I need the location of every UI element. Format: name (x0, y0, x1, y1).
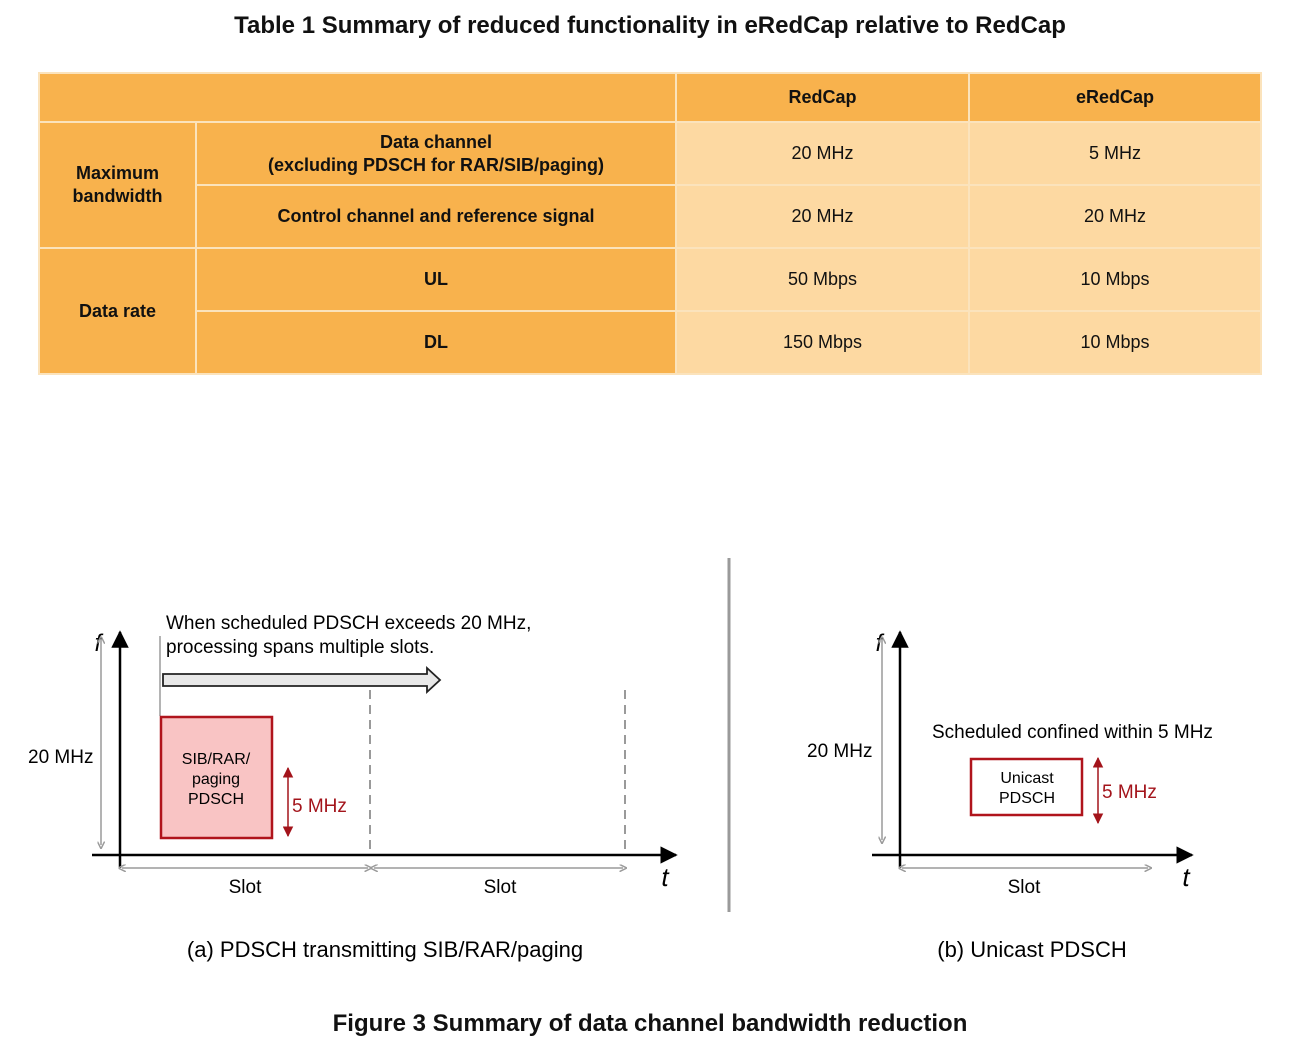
cell-eredcap: 10 Mbps (968, 310, 1262, 375)
cell-redcap: 20 MHz (675, 184, 970, 249)
multi-slot-arrow (162, 665, 442, 695)
slot-label-b: Slot (1008, 877, 1041, 898)
sib-rar-paging-pdsch-box (159, 715, 274, 840)
caption-b: (b) Unicast PDSCH (937, 937, 1126, 962)
cell-redcap: 50 Mbps (675, 247, 970, 312)
box-a-line2: paging (192, 771, 240, 788)
bandwidth-20mhz-label-a: 20 MHz (28, 747, 93, 768)
col-header-redcap: RedCap (675, 72, 970, 123)
row-label-control-channel: Control channel and reference signal (195, 184, 677, 249)
row-label-data-channel-line2: (excluding PDSCH for RAR/SIB/paging) (267, 154, 604, 175)
col-header-eredcap: eRedCap (968, 72, 1262, 123)
t-axis-label-a: t (661, 862, 670, 892)
row-label-ul: UL (195, 247, 677, 312)
cell-redcap: 20 MHz (675, 121, 970, 186)
note-b: Scheduled confined within 5 MHz (932, 722, 1213, 743)
cell-eredcap: 20 MHz (968, 184, 1262, 249)
row-label-data-channel-line1: Data channel (379, 131, 493, 152)
table-title: Table 1 Summary of reduced functionality… (234, 12, 1066, 39)
group-max-bandwidth-label: Maximum bandwidth (72, 163, 163, 206)
cell-eredcap: 5 MHz (968, 121, 1262, 186)
box-a-line3: PDSCH (188, 791, 244, 808)
slot-label-1: Slot (229, 877, 262, 898)
note-line1-a: When scheduled PDSCH exceeds 20 MHz, (166, 613, 531, 634)
caption-a: (a) PDSCH transmitting SIB/RAR/paging (187, 937, 583, 962)
unicast-pdsch-box (969, 757, 1084, 817)
box-b-line1: Unicast (1000, 770, 1054, 787)
figure-title: Figure 3 Summary of data channel bandwid… (332, 1010, 968, 1037)
comparison-table: RedCap eRedCap Maximum bandwidth Data ch… (38, 72, 1262, 375)
box-bandwidth-label-b: 5 MHz (1102, 782, 1157, 803)
t-axis-label-b: t (1182, 862, 1191, 892)
cell-redcap: 150 Mbps (675, 310, 970, 375)
box-bandwidth-label-a: 5 MHz (292, 796, 347, 817)
group-data-rate: Data rate (38, 247, 197, 375)
group-max-bandwidth: Maximum bandwidth (38, 121, 197, 249)
box-b-line2: PDSCH (999, 790, 1055, 807)
cell-eredcap: 10 Mbps (968, 247, 1262, 312)
row-label-dl: DL (195, 310, 677, 375)
f-axis-label-a: f (95, 630, 104, 657)
bandwidth-20mhz-label-b: 20 MHz (807, 741, 872, 762)
table-corner-cell (38, 72, 677, 123)
panel-a: f t 20 MHz When scheduled PDSCH exceeds … (28, 613, 678, 962)
box-a-line1: SIB/RAR/ (182, 751, 251, 768)
row-label-data-channel: Data channel (excluding PDSCH for RAR/SI… (195, 121, 677, 186)
panel-b: f t 20 MHz Scheduled confined within 5 M… (807, 630, 1213, 962)
note-line2-a: processing spans multiple slots. (166, 637, 434, 658)
slot-label-2: Slot (484, 877, 517, 898)
f-axis-label-b: f (876, 630, 885, 657)
